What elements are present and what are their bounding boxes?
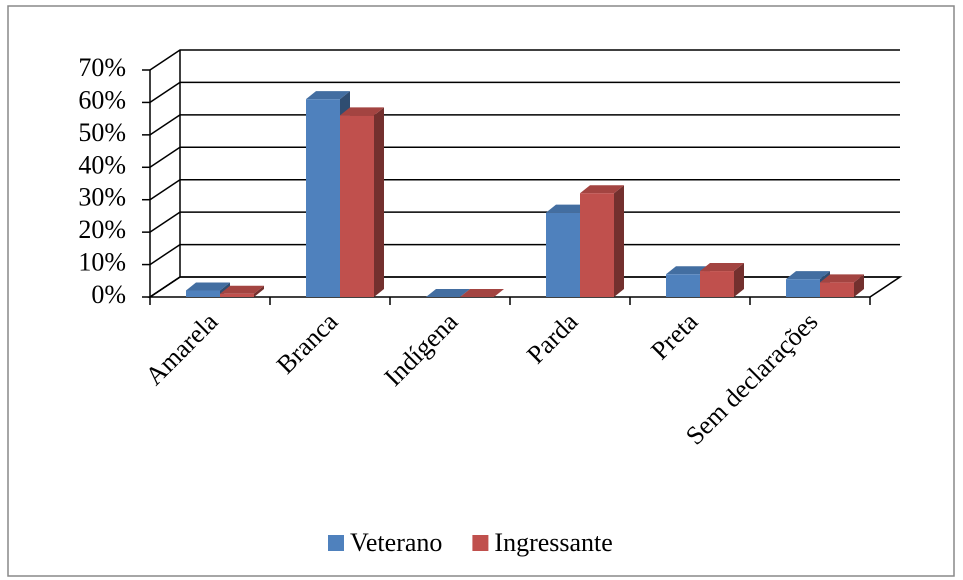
bar-front: [580, 193, 614, 297]
bar-front: [306, 99, 340, 297]
y-tick-label: 10%: [78, 248, 126, 277]
bar-top: [306, 91, 350, 100]
legend-swatch: [472, 535, 489, 551]
legend-swatch: [328, 535, 344, 551]
bar-front: [700, 271, 734, 297]
bar-top: [460, 289, 504, 297]
legend-label: Veterano: [350, 528, 442, 557]
bar-front: [220, 293, 254, 297]
y-tick-label: 60%: [78, 85, 126, 114]
grid-line: [149, 276, 900, 298]
bar: [820, 274, 864, 297]
bar-front: [340, 115, 374, 298]
grid-line: [149, 211, 900, 233]
bar: [460, 289, 504, 297]
grid-line: [149, 178, 900, 201]
bar: [580, 185, 624, 297]
bar-top: [220, 285, 264, 294]
grid-line: [149, 49, 900, 71]
bar-side: [374, 107, 384, 298]
bar: [700, 263, 744, 297]
grid-line: [149, 146, 900, 168]
y-tick-label: 20%: [78, 215, 126, 244]
grid-line: [149, 81, 900, 104]
bar-top: [700, 263, 744, 272]
bar-top: [820, 274, 864, 283]
bar-front: [820, 282, 854, 297]
grid-line: [149, 243, 900, 266]
y-tick-label: 30%: [78, 183, 126, 212]
bar-front: [786, 279, 820, 297]
y-tick-label: 50%: [78, 118, 126, 147]
bar: [340, 107, 384, 298]
y-tick-label: 40%: [78, 150, 126, 179]
bar-side: [254, 285, 264, 297]
bar: [426, 289, 470, 297]
bar-top: [580, 185, 624, 194]
bar-front: [186, 290, 220, 297]
legend-label: Ingressante: [494, 528, 612, 557]
bar-top: [666, 266, 710, 275]
bar-side: [614, 185, 624, 297]
bar: [220, 285, 264, 297]
bar-front: [546, 212, 580, 297]
bar-side: [734, 263, 744, 297]
grid-line: [149, 114, 900, 136]
bar-front: [666, 274, 700, 297]
bar-top: [786, 271, 830, 280]
bar-top: [340, 107, 384, 116]
bar-top: [186, 282, 230, 291]
bar-side: [854, 274, 864, 297]
y-tick-label: 0%: [91, 280, 126, 309]
y-tick-label: 70%: [78, 53, 126, 82]
bar-top: [426, 289, 470, 297]
bar-top: [546, 204, 590, 213]
